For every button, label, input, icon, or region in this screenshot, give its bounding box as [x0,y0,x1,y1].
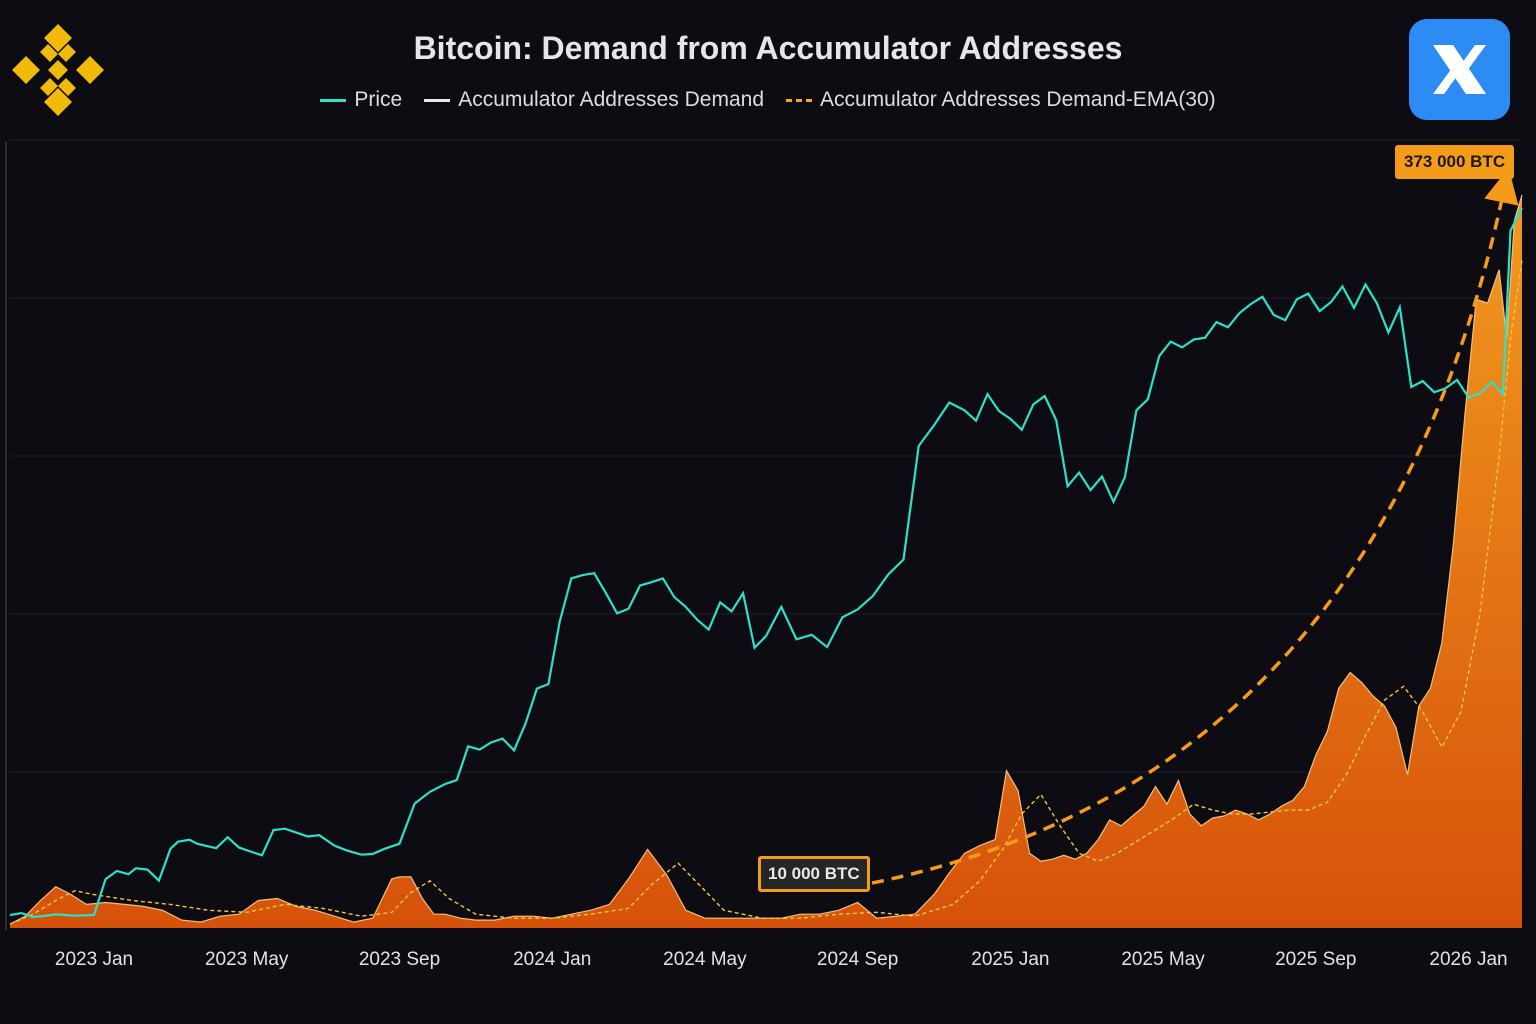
legend-item-ema[interactable]: Accumulator Addresses Demand-EMA(30) [786,88,1216,112]
demand-line [9,194,1523,925]
legend-label-ema: Accumulator Addresses Demand-EMA(30) [820,88,1216,111]
legend: Price Accumulator Addresses Demand Accum… [0,88,1536,112]
x-tick-label: 2024 May [663,949,747,970]
x-tick-label: 2025 Jan [971,949,1049,970]
x-tick-label: 2023 Jan [55,949,133,970]
x-tick-label: 2024 Jan [513,949,591,970]
x-tick-label: 2023 May [205,949,289,970]
x-tick-label: 2025 May [1121,949,1205,970]
chart-title: Bitcoin: Demand from Accumulator Address… [413,30,1123,66]
x-tick-label: 2024 Sep [817,949,898,970]
price-line [9,207,1523,919]
legend-item-demand[interactable]: Accumulator Addresses Demand [424,88,764,112]
legend-swatch-ema [786,98,812,102]
legend-item-price[interactable]: Price [320,88,402,112]
legend-swatch-demand [424,98,451,102]
x-tick-label: 2026 Jan [1429,949,1507,970]
x-tick-label: 2025 Sep [1275,949,1356,970]
demand-area [10,195,1522,929]
gridlines [10,139,1522,773]
x-logo-icon [1409,19,1510,120]
end-callout: 373 000 BTC [1395,145,1515,179]
trend-arrow [871,167,1519,885]
x-tick-label: 2023 Sep [359,949,440,970]
binance-logo-icon [12,24,104,116]
start-callout: 10 000 BTC [758,856,870,892]
legend-swatch-price [320,98,347,102]
legend-label-demand: Accumulator Addresses Demand [458,88,764,111]
ema-line [9,259,1523,925]
legend-label-price: Price [354,88,403,111]
x-axis: 2023 Jan 2023 May 2023 Sep 2024 Jan 2024 May… [55,949,1508,970]
